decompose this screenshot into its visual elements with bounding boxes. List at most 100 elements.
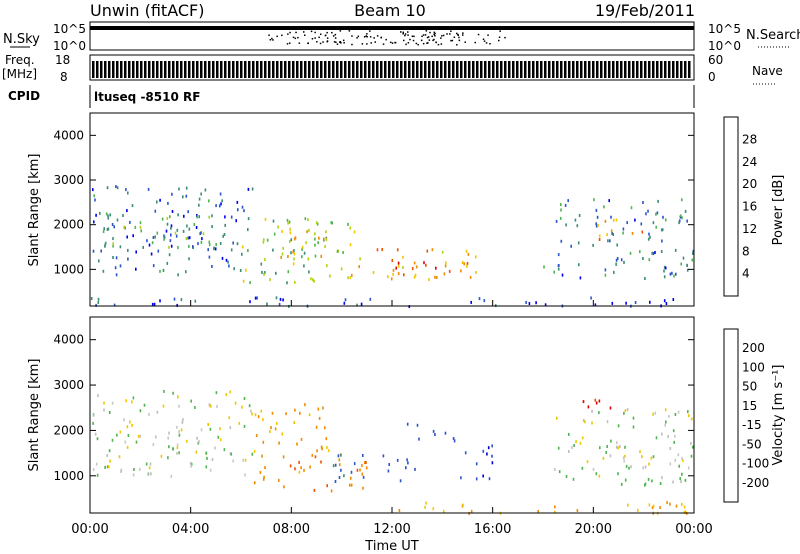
velocity-cell <box>616 445 618 449</box>
power-cell <box>170 224 173 228</box>
velocity-cell <box>659 482 662 485</box>
power-cell <box>104 244 106 248</box>
velocity-cell <box>228 416 231 420</box>
power-cell <box>402 265 404 269</box>
power-cell <box>663 299 666 303</box>
power-cell <box>315 221 318 225</box>
power-cell <box>647 237 650 241</box>
power-cell <box>167 201 169 205</box>
velocity-cell <box>241 405 243 409</box>
power-cell <box>201 237 203 241</box>
velocity-cell <box>116 433 118 437</box>
power-cell <box>443 272 446 276</box>
velocity-cell <box>139 467 141 471</box>
velocity-cell <box>119 430 122 434</box>
freq-sample <box>152 61 155 78</box>
velocity-cell <box>626 408 629 412</box>
freq-sample <box>552 61 555 78</box>
power-cell <box>222 234 224 238</box>
power-cell <box>408 305 411 309</box>
power-cell <box>557 267 560 271</box>
cpid-text: ltuseq -8510 RF <box>94 90 200 104</box>
power-cell <box>151 302 154 306</box>
power-cell <box>287 221 289 225</box>
power-cell <box>207 248 209 252</box>
power-cell <box>313 279 315 283</box>
velocity-cell <box>230 452 233 456</box>
nsky-sample <box>366 33 368 35</box>
nsky-sample <box>407 31 409 33</box>
power-cell <box>611 301 614 305</box>
velocity-cell <box>260 409 263 413</box>
power-cell <box>169 215 171 219</box>
power-cell <box>483 299 486 303</box>
nsky-sample <box>373 37 375 39</box>
velocity-cell <box>123 418 125 422</box>
power-cell <box>198 215 200 219</box>
colorbar-tick-label: 15 <box>742 399 757 413</box>
power-cell <box>187 210 189 214</box>
power-cell <box>615 218 618 222</box>
nsky-sample <box>407 34 409 36</box>
freq-sample <box>476 61 479 78</box>
power-cell <box>152 236 155 239</box>
power-cell <box>199 232 201 236</box>
velocity-cell <box>177 395 179 399</box>
freq-sample <box>512 61 515 78</box>
velocity-cell <box>149 462 152 466</box>
nsky-sample <box>403 39 405 42</box>
freq-sample <box>196 61 199 78</box>
freq-sample <box>452 61 455 78</box>
power-cell <box>426 249 429 253</box>
freq-sample <box>612 61 615 78</box>
freq-sample <box>608 61 611 78</box>
nsky-sample <box>426 36 429 39</box>
power-cell <box>301 255 303 259</box>
freq-sample <box>416 61 419 78</box>
power-cell <box>109 213 111 217</box>
nsky-sample <box>434 35 436 37</box>
power-cell <box>671 271 673 275</box>
freq-sample <box>508 61 511 78</box>
y-tick-label: 3000 <box>53 173 84 187</box>
power-cell <box>195 226 198 229</box>
velocity-cell <box>690 417 693 421</box>
power-cell <box>610 215 612 219</box>
power-cell <box>615 262 617 266</box>
power-cell <box>113 303 116 307</box>
velocity-cell <box>606 420 609 424</box>
power-cell <box>657 199 659 203</box>
power-cell <box>103 227 105 231</box>
colorbar-tick-label: -50 <box>742 437 762 451</box>
power-cell <box>625 301 627 305</box>
power-cell <box>168 253 171 257</box>
power-cell <box>603 205 605 209</box>
power-cell <box>655 212 657 216</box>
freq-sample <box>568 61 571 78</box>
power-cell <box>555 219 558 223</box>
velocity-cell <box>257 415 260 419</box>
velocity-cell <box>396 458 399 462</box>
power-cell <box>208 199 210 203</box>
freq-sample <box>280 61 283 78</box>
freq-sample <box>324 61 327 78</box>
freq-sample <box>524 61 527 78</box>
nsky-sample <box>295 31 297 34</box>
velocity-cell <box>387 469 390 473</box>
nsky-sample <box>303 31 305 33</box>
velocity-cell <box>598 399 601 403</box>
freq-sample <box>648 61 651 78</box>
velocity-cell <box>167 436 169 440</box>
nsky-sample <box>351 43 353 46</box>
power-cell <box>577 241 580 245</box>
power-cell <box>665 302 668 305</box>
velocity-cell <box>338 476 341 479</box>
power-cell <box>307 257 310 261</box>
power-cell <box>188 244 190 248</box>
velocity-cell <box>644 465 647 469</box>
velocity-cell <box>269 430 271 433</box>
freq-sample <box>296 61 299 78</box>
velocity-cell <box>242 458 244 462</box>
velocity-cell <box>406 458 408 462</box>
power-cell <box>323 237 325 241</box>
